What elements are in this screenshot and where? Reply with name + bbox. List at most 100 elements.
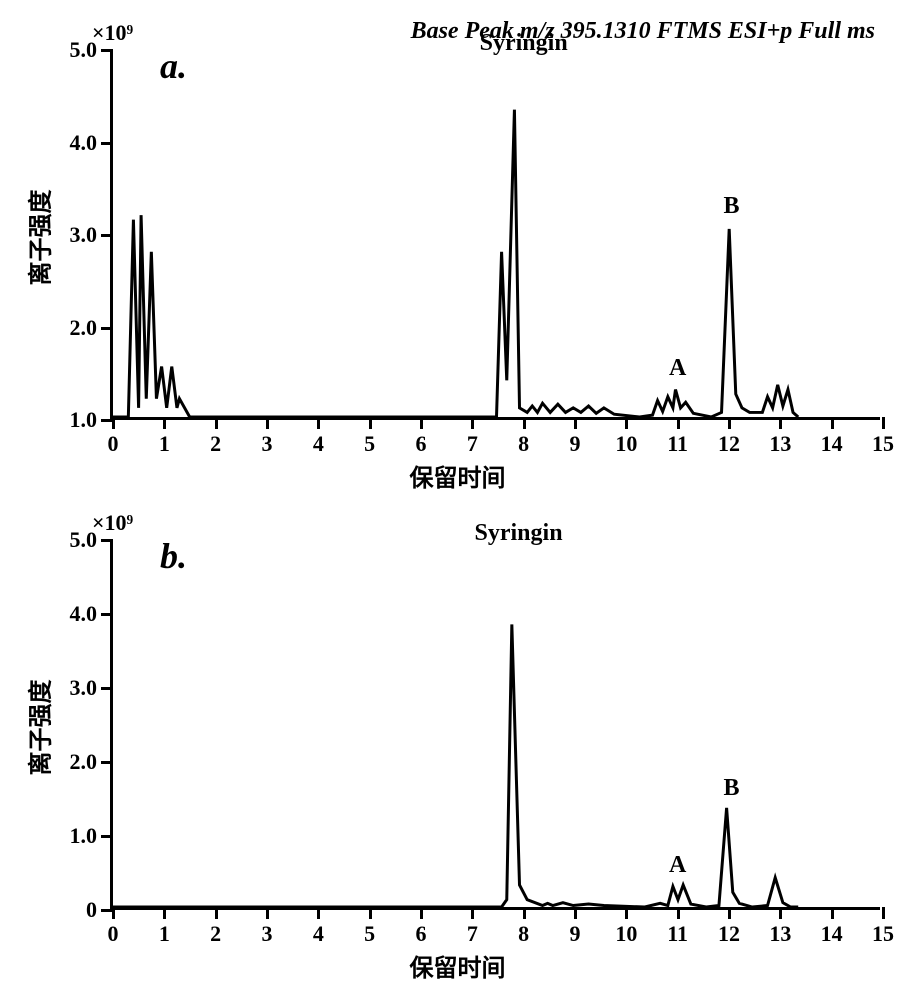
xtick-label: 11: [667, 921, 688, 947]
ytick-label: 4.0: [70, 130, 98, 156]
xtick: [728, 417, 731, 429]
xtick: [163, 417, 166, 429]
xtick: [574, 907, 577, 919]
xtick: [317, 417, 320, 429]
xtick-label: 3: [262, 921, 273, 947]
ytick-label: 4.0: [70, 601, 98, 627]
xtick: [625, 417, 628, 429]
xtick: [882, 417, 885, 429]
ytick: [101, 49, 113, 52]
xtick: [831, 417, 834, 429]
peak-label: A: [669, 355, 686, 382]
ytick-label: 3.0: [70, 222, 98, 248]
ytick-label: 2.0: [70, 315, 98, 341]
xtick: [369, 907, 372, 919]
xtick: [779, 417, 782, 429]
xtick-label: 13: [769, 431, 791, 457]
xtick: [574, 417, 577, 429]
xtick: [831, 907, 834, 919]
ytick-label: 3.0: [70, 675, 98, 701]
ytick-label: 5.0: [70, 37, 98, 63]
ytick: [101, 327, 113, 330]
panel-a-plot: 1.02.03.04.05.00123456789101112131415Syr…: [110, 50, 880, 420]
panel-a-trace: [113, 50, 880, 417]
xtick: [420, 417, 423, 429]
xtick-label: 12: [718, 431, 740, 457]
xtick-label: 14: [821, 431, 843, 457]
peak-label: A: [669, 852, 686, 879]
xtick-label: 10: [615, 431, 637, 457]
ytick-label: 1.0: [70, 823, 98, 849]
xtick: [779, 907, 782, 919]
xtick-label: 11: [667, 431, 688, 457]
xtick-label: 8: [518, 431, 529, 457]
xtick-label: 8: [518, 921, 529, 947]
xtick: [420, 907, 423, 919]
xtick-label: 13: [769, 921, 791, 947]
xtick-label: 5: [364, 921, 375, 947]
xtick: [728, 907, 731, 919]
xtick: [215, 417, 218, 429]
peak-label: B: [724, 193, 740, 220]
xtick-label: 5: [364, 431, 375, 457]
xtick-label: 1: [159, 921, 170, 947]
xtick-label: 0: [108, 431, 119, 457]
xtick-label: 2: [210, 431, 221, 457]
panel-a: Base Peak m/z 395.1310 FTMS ESI+p Full m…: [0, 0, 915, 490]
xtick-label: 9: [570, 921, 581, 947]
ytick-label: 1.0: [70, 407, 98, 433]
ytick: [101, 142, 113, 145]
xtick: [112, 907, 115, 919]
xtick-label: 6: [416, 921, 427, 947]
xtick: [266, 907, 269, 919]
xtick-label: 7: [467, 921, 478, 947]
xtick-label: 4: [313, 921, 324, 947]
xtick-label: 2: [210, 921, 221, 947]
xtick-label: 0: [108, 921, 119, 947]
xtick: [317, 907, 320, 919]
xtick-label: 3: [262, 431, 273, 457]
ytick: [101, 613, 113, 616]
xtick: [163, 907, 166, 919]
xtick-label: 15: [872, 431, 894, 457]
panel-a-ylabel: 离子强度: [21, 190, 56, 286]
xtick: [677, 907, 680, 919]
panel-b-trace: [113, 540, 880, 907]
xtick-label: 12: [718, 921, 740, 947]
xtick-label: 7: [467, 431, 478, 457]
ytick: [101, 539, 113, 542]
panel-a-exponent: ×10⁹: [92, 20, 133, 46]
xtick: [215, 907, 218, 919]
xtick: [471, 907, 474, 919]
xtick-label: 14: [821, 921, 843, 947]
xtick: [266, 417, 269, 429]
panel-a-xlabel: 保留时间: [410, 458, 506, 493]
panel-b-ylabel: 离子强度: [21, 680, 56, 776]
xtick-label: 9: [570, 431, 581, 457]
xtick-label: 4: [313, 431, 324, 457]
xtick-label: 15: [872, 921, 894, 947]
ytick-label: 2.0: [70, 749, 98, 775]
peak-label: Syringin: [480, 30, 568, 57]
ytick-label: 5.0: [70, 527, 98, 553]
panel-b-exponent: ×10⁹: [92, 510, 133, 536]
xtick: [625, 907, 628, 919]
panel-b-xlabel: 保留时间: [410, 948, 506, 983]
ytick: [101, 687, 113, 690]
xtick: [523, 417, 526, 429]
xtick-label: 1: [159, 431, 170, 457]
ytick: [101, 234, 113, 237]
ytick-label: 0: [86, 897, 97, 923]
peak-label: Syringin: [475, 520, 563, 547]
ytick: [101, 761, 113, 764]
xtick-label: 10: [615, 921, 637, 947]
xtick: [677, 417, 680, 429]
panel-b-plot: 01.02.03.04.05.00123456789101112131415Sy…: [110, 540, 880, 910]
xtick: [523, 907, 526, 919]
panel-b: b. ×10⁹ 离子强度 01.02.03.04.05.001234567891…: [0, 490, 915, 980]
ytick: [101, 835, 113, 838]
xtick: [882, 907, 885, 919]
xtick: [369, 417, 372, 429]
xtick: [112, 417, 115, 429]
xtick: [471, 417, 474, 429]
